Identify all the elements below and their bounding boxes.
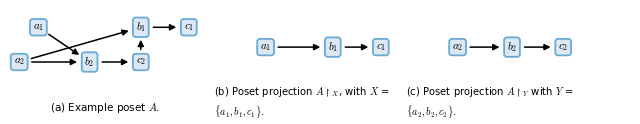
Text: $a_2$: $a_2$ — [452, 42, 463, 53]
Text: $\{a_2, b_2, c_2\}$.: $\{a_2, b_2, c_2\}$. — [406, 103, 458, 120]
Text: $a_2$: $a_2$ — [13, 57, 25, 67]
Text: (c) Poset projection $A\upharpoonright_Y$ with $Y$ =: (c) Poset projection $A\upharpoonright_Y… — [406, 85, 574, 99]
Text: $c_1$: $c_1$ — [376, 42, 386, 53]
Text: $c_2$: $c_2$ — [136, 57, 146, 67]
Text: $b_2$: $b_2$ — [507, 40, 517, 54]
Text: $c_2$: $c_2$ — [558, 42, 568, 53]
Text: $a_1$: $a_1$ — [260, 42, 271, 53]
Text: $c_1$: $c_1$ — [184, 22, 194, 33]
Text: $b_2$: $b_2$ — [84, 55, 95, 69]
Text: (b) Poset projection $A\upharpoonright_X$, with $X$ =: (b) Poset projection $A\upharpoonright_X… — [214, 85, 390, 99]
Text: $a_1$: $a_1$ — [33, 22, 44, 33]
Text: $b_1$: $b_1$ — [328, 40, 338, 54]
Text: (a) Example poset $A$.: (a) Example poset $A$. — [51, 101, 161, 115]
Text: $b_1$: $b_1$ — [136, 20, 146, 34]
Text: $\{a_1, b_1, c_1\}$.: $\{a_1, b_1, c_1\}$. — [214, 103, 266, 120]
